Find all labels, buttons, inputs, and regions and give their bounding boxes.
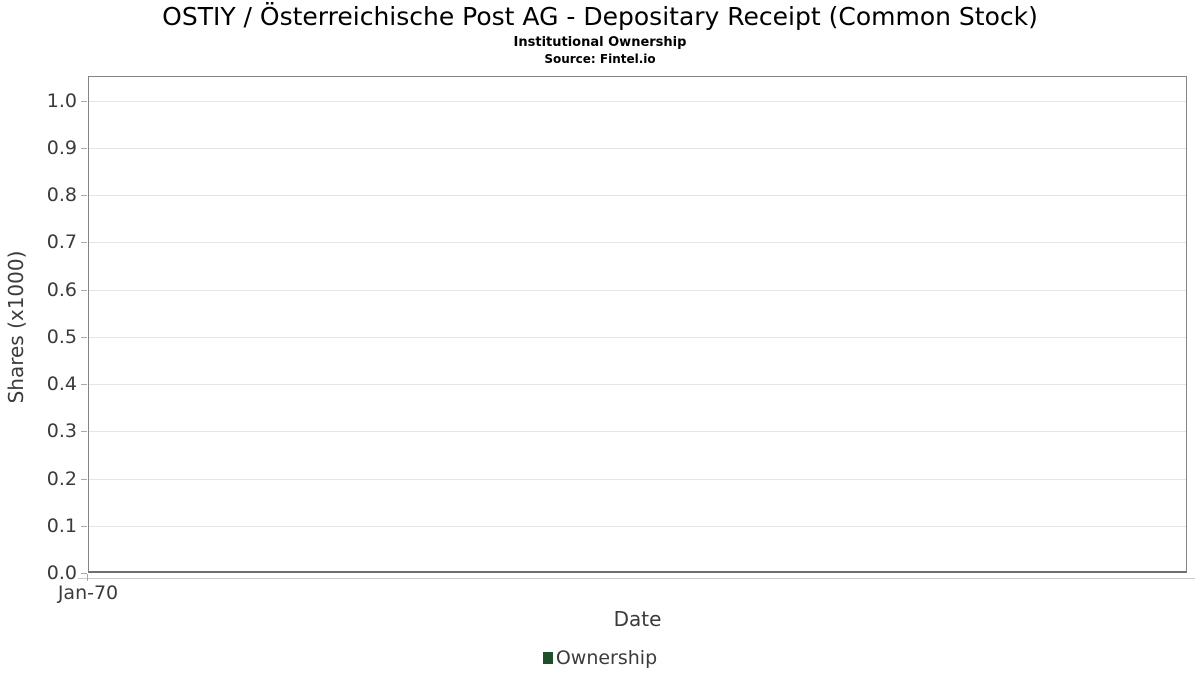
y-tick-mark — [81, 195, 87, 196]
y-gridline — [89, 526, 1186, 527]
y-tick-mark — [81, 573, 87, 574]
y-tick-mark — [81, 431, 87, 432]
x-tick-mark — [87, 574, 88, 581]
y-tick-mark — [81, 148, 87, 149]
y-tick-label: 0.9 — [46, 137, 77, 159]
chart-title: OSTIY / Österreichische Post AG - Deposi… — [162, 2, 1038, 31]
y-tick-label: 0.5 — [46, 326, 77, 348]
y-tick-label: 0.2 — [46, 468, 77, 490]
y-gridline — [89, 479, 1186, 480]
y-gridline — [89, 431, 1186, 432]
y-tick-label: 0.0 — [46, 562, 77, 584]
legend-label: Ownership — [555, 647, 658, 669]
x-axis-title: Date — [613, 607, 662, 631]
y-gridline — [89, 384, 1186, 385]
y-tick-mark — [81, 526, 87, 527]
chart-subtitle: Institutional Ownership — [513, 35, 687, 50]
y-tick-mark — [81, 290, 87, 291]
y-gridline — [89, 242, 1186, 243]
y-gridline — [89, 148, 1186, 149]
x-tick-label: Jan-70 — [57, 582, 119, 604]
y-gridline — [89, 290, 1186, 291]
y-tick-mark — [81, 384, 87, 385]
x-axis-line — [78, 578, 1195, 579]
y-tick-mark — [81, 479, 87, 480]
series-marker-icon — [542, 652, 553, 664]
legend: Ownership — [0, 645, 1200, 671]
y-gridline — [89, 337, 1186, 338]
y-tick-mark — [81, 337, 87, 338]
y-tick-label: 0.1 — [46, 515, 77, 537]
y-gridline — [89, 195, 1186, 196]
y-tick-mark — [81, 101, 87, 102]
y-tick-label: 1.0 — [46, 90, 77, 112]
y-gridline — [89, 101, 1186, 102]
plot-area — [88, 76, 1187, 573]
y-tick-label: 0.3 — [46, 420, 77, 442]
y-tick-label: 0.4 — [46, 373, 77, 395]
y-tick-label: 0.8 — [46, 184, 77, 206]
y-tick-label: 0.7 — [46, 231, 77, 253]
legend-item-ownership[interactable]: Ownership — [542, 647, 658, 669]
y-tick-mark — [81, 242, 87, 243]
chart-source: Source: Fintel.io — [544, 52, 656, 66]
y-tick-label: 0.6 — [46, 279, 77, 301]
